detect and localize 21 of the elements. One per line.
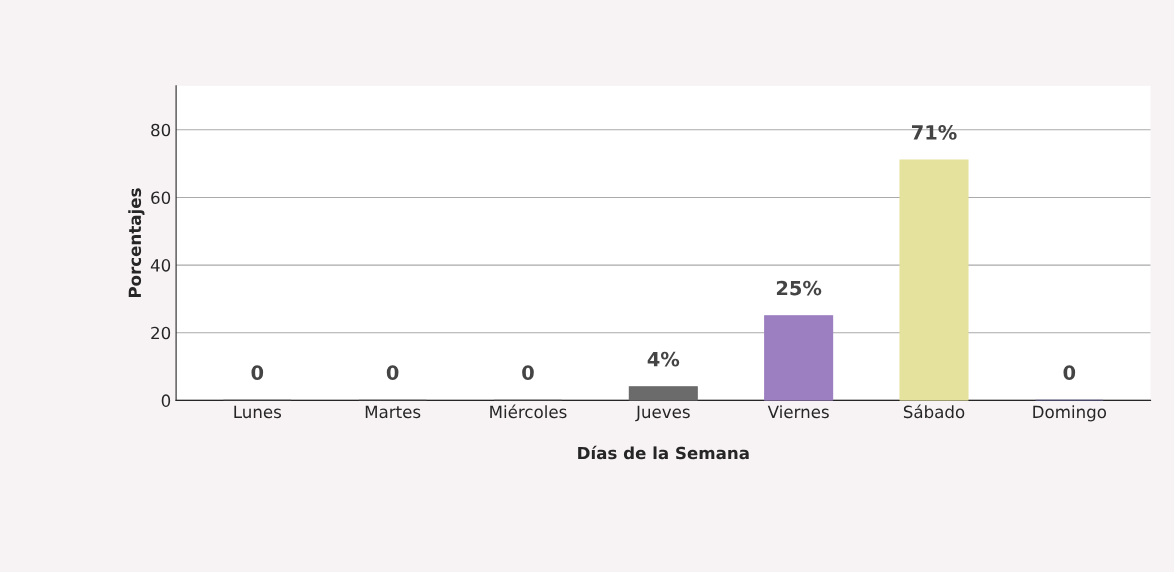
y-tick-label: 20 [151,326,171,340]
x-tick-label: Sábado [903,404,965,419]
x-axis-title: Días de la Semana [578,445,749,460]
y-tick-label: 40 [150,259,171,272]
x-tick-label: Miércoles [490,404,567,419]
data-label: 0 [251,365,264,380]
y-tick-label: 0 [161,394,171,407]
data-label: 71% [912,125,957,140]
data-label: 0 [1063,365,1076,380]
data-label: 25% [776,280,822,296]
x-tick-label: Domingo [1033,405,1107,422]
y-tick-label: 60 [151,191,171,204]
data-label: 0 [522,365,534,380]
x-tick-label: Jueves [635,405,690,422]
x-tick-label: Martes [365,405,421,419]
data-label: 4% [647,351,680,367]
x-tick-label: Lunes [234,405,282,419]
y-axis-title: Porcentajes [128,188,145,298]
data-label: 0 [386,365,399,380]
x-tick-label: Viernes [767,405,829,419]
y-tick-label: 80 [151,123,171,137]
